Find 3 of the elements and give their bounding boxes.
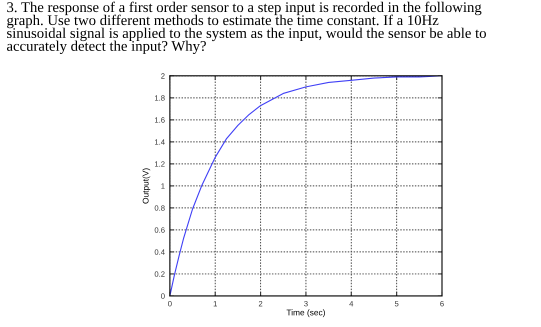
x-axis-title: Time (sec) [286,309,325,318]
chart-title: 3. The response of a first order sensor to a step input is recorded in the following graph. Use two different methods to estimate the time constant. If a 10Hz sinusoidal signal is applied to the system as the input, would the sensor be able to accurately detect the input? Why? [7,2,486,54]
y-axis-title: Output(V) [142,168,150,204]
